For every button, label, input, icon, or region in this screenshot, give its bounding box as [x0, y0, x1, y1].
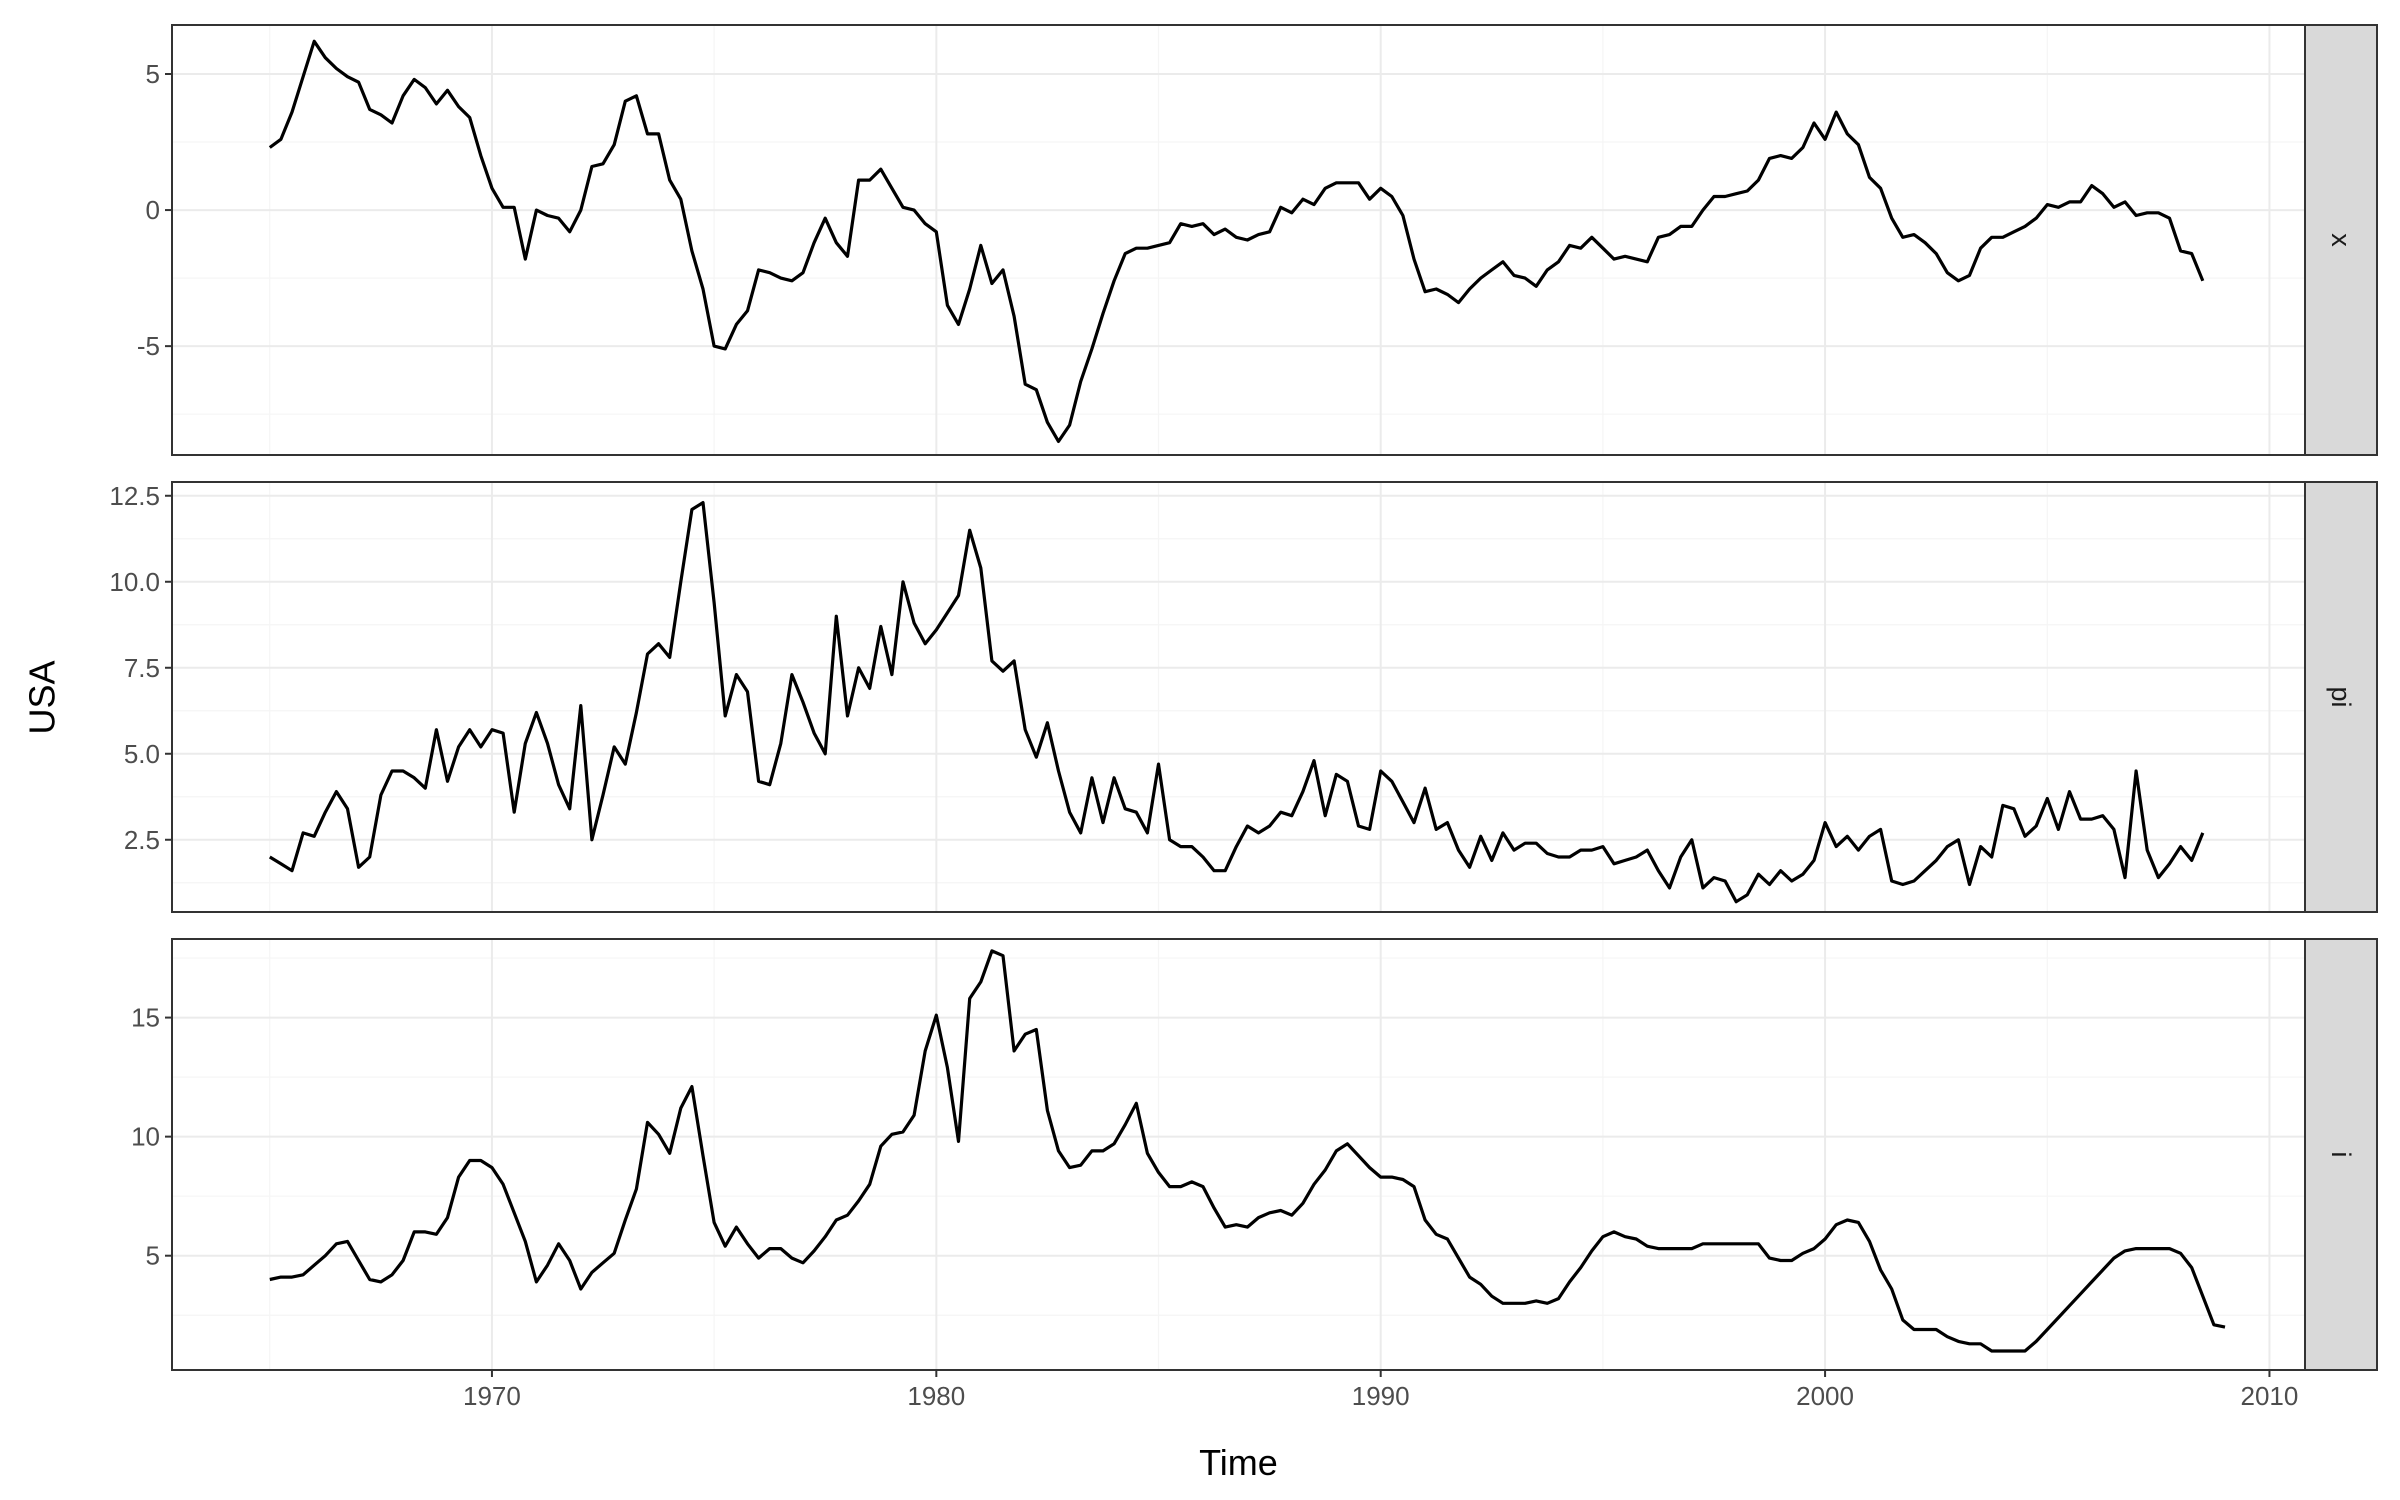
- x-tick-label: 1980: [907, 1381, 965, 1411]
- x-tick-label: 2010: [2241, 1381, 2299, 1411]
- x-tick-label: 2000: [1796, 1381, 1854, 1411]
- x-tick-label: 1970: [463, 1381, 521, 1411]
- series-line-pi: [268, 501, 2205, 904]
- facet-strip-i: [2304, 938, 2378, 1371]
- panel-background: [172, 25, 2305, 455]
- x-axis-title: Time: [1199, 1442, 1278, 1483]
- y-tick-label: 5: [146, 1241, 160, 1271]
- series-line-x: [268, 39, 2205, 443]
- y-tick-label: 0: [146, 195, 160, 225]
- panel-background: [172, 939, 2305, 1370]
- series-line-i: [269, 949, 2226, 1353]
- y-tick-label: 7.5: [124, 653, 160, 683]
- y-axis-title: USA: [22, 660, 63, 734]
- x-tick-label: 1990: [1352, 1381, 1410, 1411]
- y-tick-label: 5.0: [124, 739, 160, 769]
- y-tick-label: 2.5: [124, 825, 160, 855]
- y-tick-label: 5: [146, 59, 160, 89]
- y-tick-label: 12.5: [109, 481, 160, 511]
- y-tick-label: -5: [137, 331, 160, 361]
- facet-strip-label: x: [2326, 233, 2356, 247]
- y-tick-label: 10: [131, 1122, 160, 1152]
- y-tick-label: 15: [131, 1003, 160, 1033]
- facet-strip-label: pi: [2326, 686, 2356, 707]
- y-tick-label: 10.0: [109, 567, 160, 597]
- facet-strip-pi: [2304, 481, 2378, 913]
- facet-strip-label: i: [2326, 1152, 2356, 1158]
- facet-strip-x: [2304, 24, 2378, 456]
